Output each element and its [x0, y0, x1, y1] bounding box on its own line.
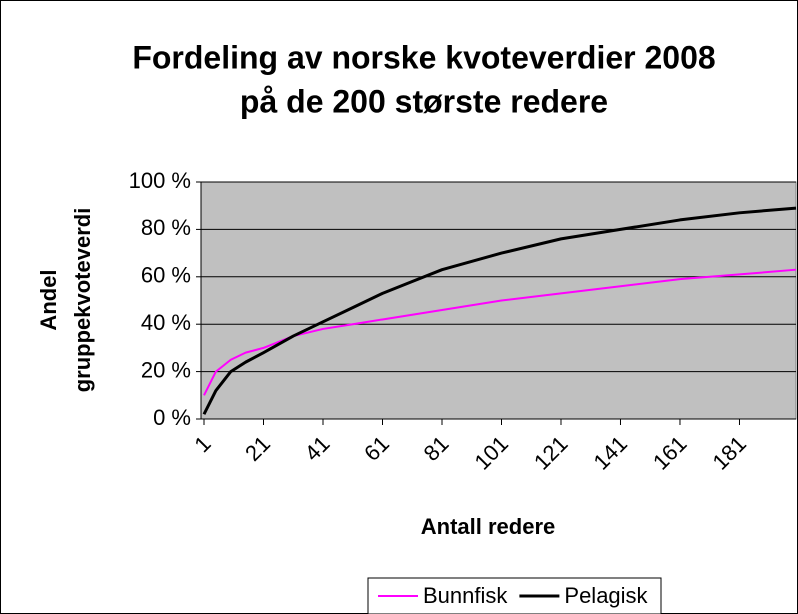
y-axis-label: gruppekvoteverdi	[70, 208, 95, 393]
y-tick-label: 20 %	[141, 357, 191, 382]
line-series	[203, 268, 797, 396]
legend-label: Pelagisk	[564, 583, 648, 608]
y-tick-label: 60 %	[141, 263, 191, 288]
chart-title: på de 200 største redere	[240, 83, 608, 119]
chart-title: Fordeling av norske kvoteverdier 2008	[132, 39, 715, 75]
y-tick-label: 0 %	[153, 405, 191, 430]
y-axis-label: Andel	[36, 269, 61, 330]
x-axis-label: Antall redere	[421, 514, 556, 539]
y-tick-label: 80 %	[141, 215, 191, 240]
line-series	[202, 206, 797, 415]
legend-label: Bunnfisk	[423, 583, 508, 608]
y-tick-label: 100 %	[129, 168, 191, 193]
y-tick-label: 40 %	[141, 310, 191, 335]
